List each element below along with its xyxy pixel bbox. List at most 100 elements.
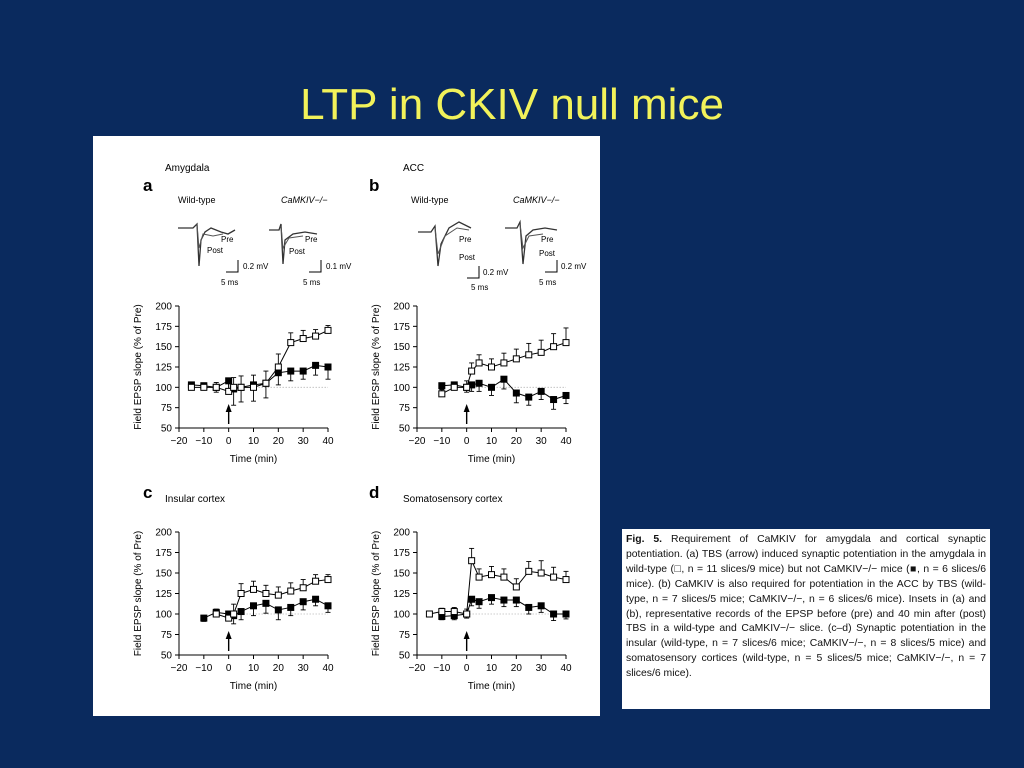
y-tick-label: 75 (161, 403, 173, 414)
open-square-marker (475, 573, 483, 581)
filled-square-marker (299, 367, 307, 375)
series-wild-type (438, 327, 570, 398)
inset-b2-post-label: Post (539, 249, 556, 258)
open-square-marker (262, 379, 270, 387)
inset-b2-pre-label: Pre (541, 235, 554, 244)
x-tick-label: −10 (433, 663, 450, 674)
chart-panel-d: Somatosensory cortex5075100125150175200−… (371, 494, 572, 692)
inset-a: Wild-type CaMKIV−/− Pre Post Pre Post 0.… (178, 195, 352, 287)
y-tick-label: 200 (393, 302, 410, 313)
x-axis-label: Time (min) (468, 681, 515, 692)
open-square-marker (237, 383, 245, 391)
figure-svg: a b c d Wild-type CaMKIV−/− Pre Post Pre… (133, 163, 587, 692)
open-square-marker (438, 390, 446, 398)
open-square-marker (512, 583, 520, 591)
filled-square-marker (324, 602, 332, 610)
filled-square-marker (468, 595, 476, 603)
chart-panel-c: Insular cortex 50 75 100 125 150 175 200 −20 −10 0… (133, 494, 334, 692)
open-square-marker (512, 355, 520, 363)
y-tick-label: 200 (393, 528, 410, 539)
open-square-marker (438, 608, 446, 616)
y-tick-label: 100 (393, 383, 410, 394)
open-square-marker (187, 383, 195, 391)
y-tick-label: 150 (155, 342, 172, 353)
inset-a2-pre-label: Pre (305, 235, 318, 244)
open-square-marker (550, 573, 558, 581)
series-camkiv-null (200, 595, 332, 625)
figure-caption: Fig. 5. Requirement of CaMKIV for amygda… (622, 529, 990, 709)
y-axis-label: Field EPSP slope (% of Pre) (371, 531, 382, 656)
panel-subtitle: ACC (403, 163, 424, 174)
open-square-marker (237, 590, 245, 597)
chart-panel-b: ACC 50 75 100 125 150 175 200 −20 −10 0 10 20 30 40 Tim… (371, 163, 572, 465)
open-square-marker (425, 610, 433, 618)
y-tick-label: 175 (155, 548, 172, 559)
open-square-marker (500, 573, 508, 581)
y-tick-label: 100 (155, 383, 172, 394)
x-tick-label: 30 (298, 663, 310, 674)
filled-square-marker (475, 598, 483, 606)
slide-title: LTP in CKIV null mice (300, 80, 724, 129)
inset-a-post-label: Post (207, 246, 224, 255)
open-square-marker (500, 359, 508, 367)
x-tick-label: 20 (511, 436, 523, 447)
open-square-marker (230, 610, 238, 618)
inset-a2-post-label: Post (289, 247, 306, 256)
open-square-marker (525, 567, 533, 575)
x-tick-label: −10 (195, 663, 212, 674)
filled-square-marker (525, 393, 533, 401)
open-square-marker (550, 343, 558, 351)
x-tick-label: 20 (273, 663, 285, 674)
open-square-marker (299, 584, 307, 592)
open-square-marker (250, 585, 257, 593)
x-tick-label: 30 (536, 663, 548, 674)
filled-square-marker (525, 603, 533, 611)
open-square-marker (230, 383, 238, 391)
open-square-marker (562, 576, 570, 584)
x-tick-label: −20 (409, 436, 426, 447)
x-tick-label: 40 (560, 436, 572, 447)
x-tick-label: 30 (298, 436, 310, 447)
filled-square-marker (500, 375, 508, 383)
series-camkiv-null (438, 375, 570, 410)
series-wild-type (212, 574, 332, 622)
x-tick-label: 20 (511, 663, 523, 674)
filled-square-marker (562, 391, 570, 399)
series-wild-type (425, 547, 570, 618)
figure-panel: a b c d Wild-type CaMKIV−/− Pre Post Pre… (93, 136, 600, 716)
open-square-marker (463, 383, 471, 391)
x-tick-label: 40 (322, 436, 334, 447)
inset-b2-mv-label: 0.2 mV (561, 262, 587, 271)
filled-square-marker (488, 383, 495, 391)
panel-letter-b: b (369, 176, 379, 195)
inset-a-wt-label: Wild-type (178, 195, 216, 205)
panel-subtitle: Insular cortex (165, 494, 225, 505)
filled-square-marker (274, 369, 282, 377)
open-square-marker (488, 571, 495, 579)
y-tick-label: 50 (399, 651, 411, 662)
series-line (429, 558, 567, 615)
filled-square-marker (500, 596, 508, 604)
x-axis-label: Time (min) (230, 454, 277, 465)
filled-square-marker (550, 610, 558, 618)
y-tick-label: 75 (399, 630, 411, 641)
x-tick-label: 10 (248, 663, 260, 674)
filled-square-marker (312, 595, 320, 603)
y-tick-label: 150 (393, 342, 410, 353)
chart-panel-a: Amygdala 50 75 100 125 150 175 200 −20 −10 0 10 20 30… (133, 163, 334, 465)
open-square-marker (324, 326, 332, 334)
filled-square-marker (287, 367, 295, 375)
y-tick-label: 200 (155, 528, 172, 539)
inset-a-mv-label: 0.2 mV (243, 262, 269, 271)
filled-square-marker (512, 596, 520, 604)
inset-a2-ms-label: 5 ms (303, 278, 320, 287)
open-square-marker (299, 335, 307, 343)
tbs-arrowhead (225, 631, 232, 639)
inset-b-pre-label: Pre (459, 235, 472, 244)
filled-square-marker (262, 599, 270, 607)
panel-subtitle: Somatosensory cortex (403, 494, 503, 505)
filled-square-marker (512, 389, 520, 397)
y-tick-label: 200 (155, 302, 172, 313)
inset-b-post-label: Post (459, 253, 476, 262)
open-square-marker (274, 591, 282, 599)
